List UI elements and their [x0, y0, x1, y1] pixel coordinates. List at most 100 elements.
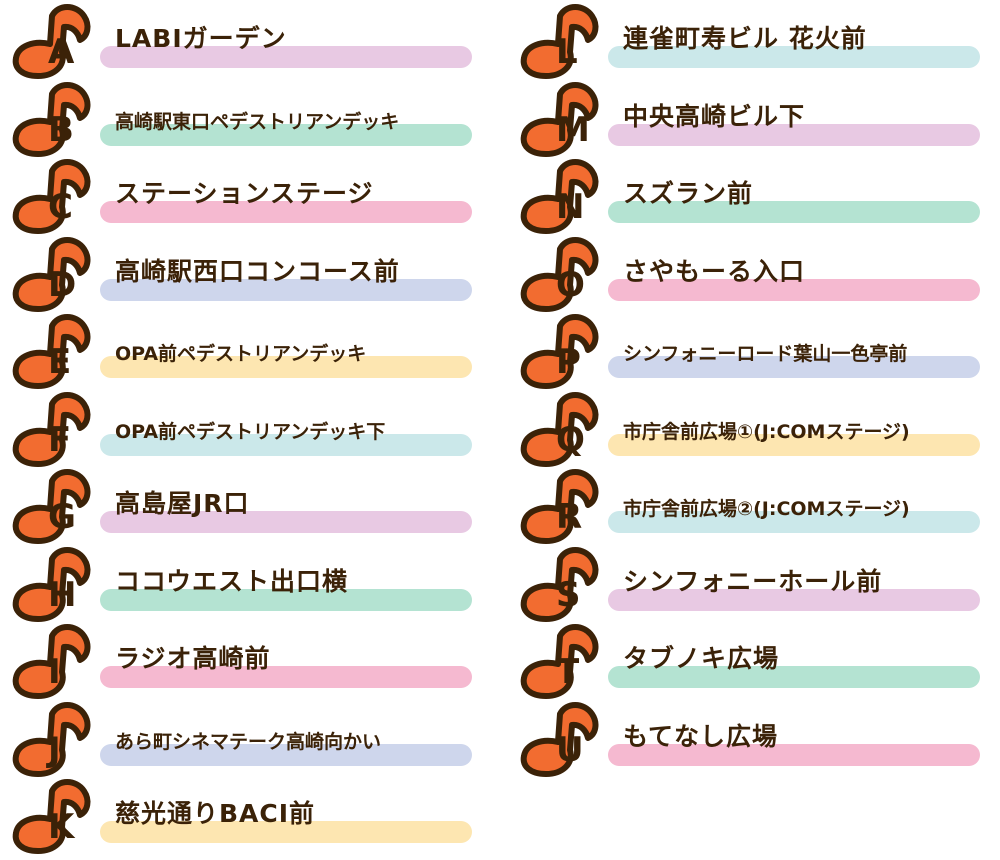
venue-item-o: O さやもーる入口 — [520, 233, 990, 312]
venue-marker: T — [520, 624, 604, 699]
music-note-icon — [520, 391, 599, 467]
venue-item-t: T タブノキ広場 — [520, 620, 990, 699]
venue-letter: C — [48, 187, 73, 227]
label-bar — [608, 356, 980, 378]
music-note-icon — [520, 4, 599, 79]
venue-name: 市庁舎前広場②(J:COMステージ) — [623, 498, 910, 520]
venue-item-h: H ココウエスト出口横 — [12, 543, 482, 622]
venue-item-e: E OPA前ペデストリアンデッキ — [12, 310, 482, 389]
venue-letter: P — [556, 342, 581, 382]
venue-item-n: N スズラン前 — [520, 155, 990, 234]
label-bar — [608, 588, 980, 611]
venue-item-k: K 慈光通りBACI前 — [12, 775, 482, 854]
venue-name: さやもーる入口 — [623, 256, 806, 286]
label-bar — [100, 46, 472, 68]
venue-marker: N — [520, 159, 604, 234]
venue-item-s: S シンフォニーホール前 — [520, 543, 990, 622]
venue-marker: K — [12, 779, 96, 854]
venue-letter: G — [48, 497, 76, 537]
venue-name: ココウエスト出口横 — [115, 566, 349, 596]
venue-letter: D — [48, 264, 76, 305]
venue-item-i: I ラジオ高崎前 — [12, 620, 482, 699]
venue-item-a: A LABIガーデン — [12, 0, 482, 79]
venue-letter: Q — [556, 419, 585, 460]
music-note-icon — [520, 624, 599, 699]
venue-letter: F — [48, 419, 71, 460]
label-bar — [100, 201, 472, 223]
venue-name: ラジオ高崎前 — [115, 644, 271, 673]
venue-letter: R — [556, 497, 582, 537]
label-bar — [100, 666, 472, 688]
venue-item-f: F OPA前ペデストリアンデッキ下 — [12, 388, 482, 467]
venue-name: 慈光通りBACI前 — [115, 799, 316, 828]
venue-marker: E — [12, 314, 96, 389]
music-note-icon — [12, 4, 91, 79]
venue-marker: O — [520, 236, 604, 312]
venue-name: LABIガーデン — [115, 24, 287, 53]
venue-name: タブノキ広場 — [623, 644, 780, 673]
venue-name: シンフォニーロード葉山一色亭前 — [623, 343, 908, 365]
venue-list-left: A LABIガーデン B 高崎駅東口ペデストリアンデッキ C ステーションステージ D… — [12, 0, 482, 854]
venue-marker: A — [12, 4, 96, 79]
label-bar — [608, 666, 980, 688]
venue-name: OPA前ペデストリアンデッキ — [115, 343, 367, 365]
venue-letter: N — [556, 187, 584, 227]
venue-name: あら町シネマテーク高崎向かい — [115, 730, 382, 753]
venue-letter: H — [48, 574, 76, 615]
label-bar — [100, 821, 472, 843]
venue-marker: H — [12, 546, 96, 622]
venue-marker: U — [520, 701, 604, 777]
venue-marker: D — [12, 236, 96, 312]
label-bar — [608, 46, 980, 68]
label-bar — [100, 588, 472, 611]
venue-letter: S — [556, 574, 580, 615]
venue-item-c: C ステーションステージ — [12, 155, 482, 234]
music-note-icon — [520, 81, 599, 157]
music-note-icon — [520, 546, 599, 622]
music-note-icon — [12, 236, 91, 312]
music-note-icon — [12, 81, 91, 157]
music-note-icon — [12, 546, 91, 622]
venue-marker: C — [12, 159, 96, 234]
label-bar — [100, 433, 472, 456]
music-note-icon — [520, 314, 599, 389]
venue-marker: S — [520, 546, 604, 622]
venue-item-b: B 高崎駅東口ペデストリアンデッキ — [12, 78, 482, 157]
venue-letter: K — [48, 807, 74, 847]
venue-letter: T — [556, 652, 579, 692]
venue-letter: I — [48, 652, 61, 692]
venue-marker: G — [12, 469, 96, 544]
music-note-icon — [12, 159, 91, 234]
venue-item-l: L 連雀町寿ビル 花火前 — [520, 0, 990, 79]
venue-name: シンフォニーホール前 — [623, 566, 883, 596]
label-bar — [100, 356, 472, 378]
label-bar — [608, 433, 980, 456]
venue-name: 高崎駅東口ペデストリアンデッキ — [115, 110, 400, 133]
music-note-icon — [12, 624, 91, 699]
venue-name: 連雀町寿ビル 花火前 — [623, 24, 867, 53]
venue-list-right: L 連雀町寿ビル 花火前 M 中央高崎ビル下 N スズラン前 O さやもーる入口 P シン… — [520, 0, 990, 777]
venue-letter: J — [48, 729, 61, 770]
label-bar — [608, 201, 980, 223]
venue-marker: Q — [520, 391, 604, 467]
venue-letter: O — [556, 264, 585, 305]
music-note-icon — [520, 159, 599, 234]
music-note-icon — [520, 469, 599, 544]
venue-item-j: J あら町シネマテーク高崎向かい — [12, 698, 482, 777]
label-bar — [100, 123, 472, 146]
label-bar — [608, 278, 980, 301]
label-bar — [608, 511, 980, 533]
venue-letter: A — [48, 32, 74, 72]
venue-name: 中央高崎ビル下 — [623, 101, 806, 131]
music-note-icon — [12, 314, 91, 389]
venue-item-d: D 高崎駅西口コンコース前 — [12, 233, 482, 312]
venue-marker: I — [12, 624, 96, 699]
music-note-icon — [12, 469, 91, 544]
label-bar — [100, 278, 472, 301]
venue-item-r: R 市庁舎前広場②(J:COMステージ) — [520, 465, 990, 544]
venue-name: 市庁舎前広場①(J:COMステージ) — [623, 420, 910, 443]
venue-item-m: M 中央高崎ビル下 — [520, 78, 990, 157]
label-bar — [608, 743, 980, 766]
label-bar — [100, 743, 472, 766]
venue-name: OPA前ペデストリアンデッキ下 — [115, 420, 386, 443]
